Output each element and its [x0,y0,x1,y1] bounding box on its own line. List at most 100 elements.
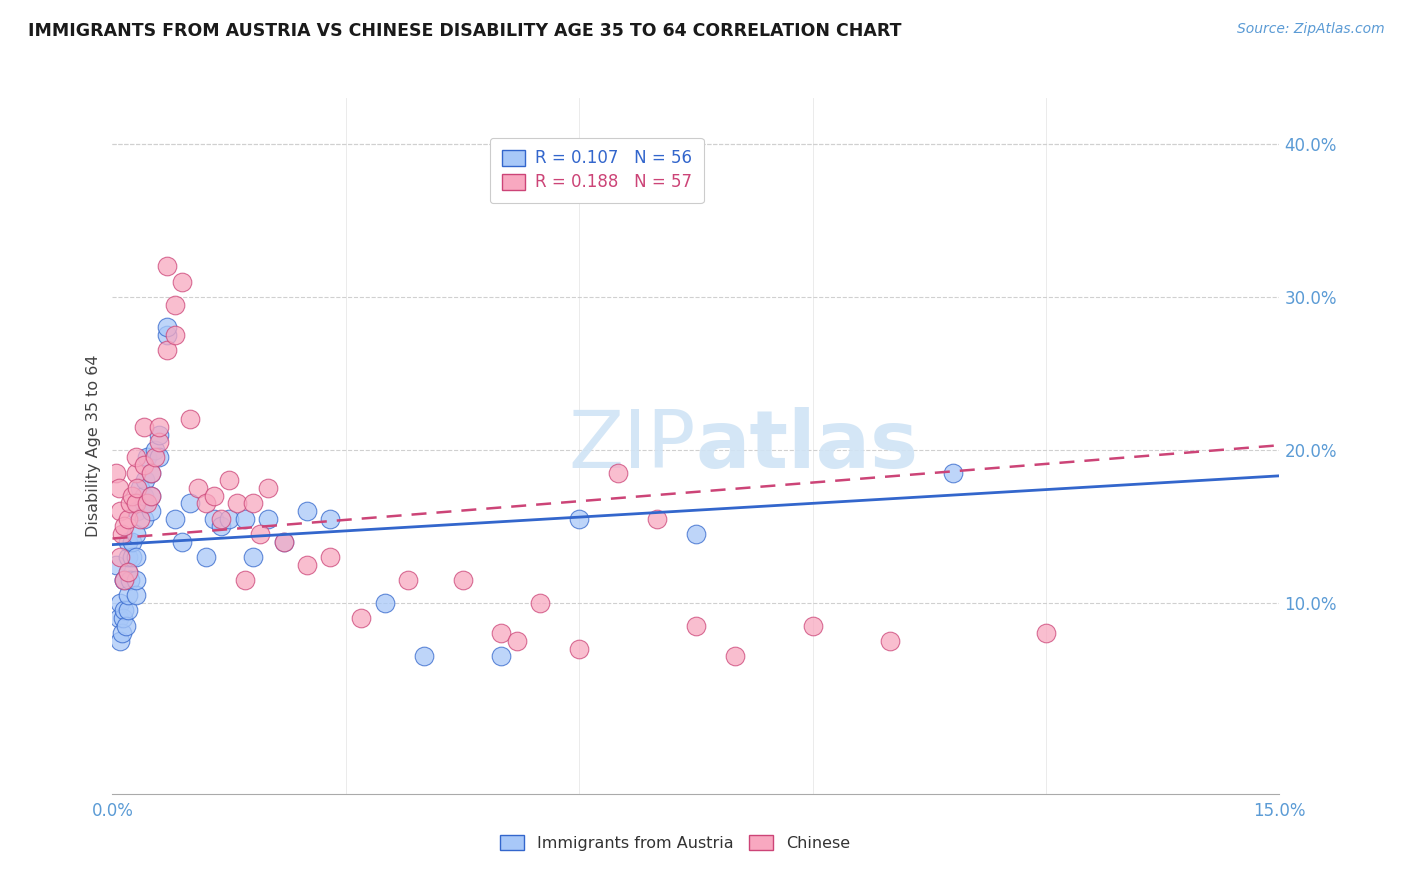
Point [568,641,591,656]
Point [117,534,139,549]
Point [685,618,707,632]
Point [319,511,342,525]
Point [194,496,217,510]
Point [117,565,139,579]
Point [179,412,201,426]
Point [141,504,163,518]
Point [374,596,396,610]
Point [132,511,155,525]
Point [141,489,163,503]
Point [117,549,139,564]
Point [143,442,166,457]
Point [879,634,901,648]
Point [118,573,141,587]
Point [242,549,264,564]
Point [942,466,965,480]
Point [724,649,747,664]
Text: atlas: atlas [696,407,920,485]
Point [125,549,148,564]
Point [105,558,128,572]
Point [118,496,141,510]
Point [112,573,135,587]
Point [132,489,155,503]
Legend: R = 0.107   N = 56, R = 0.188   N = 57: R = 0.107 N = 56, R = 0.188 N = 57 [489,137,703,202]
Point [163,511,186,525]
Point [202,489,225,503]
Point [209,519,232,533]
Point [125,466,148,480]
Point [132,458,155,472]
Point [295,558,318,572]
Point [194,549,217,564]
Point [148,420,170,434]
Point [136,450,159,465]
Point [172,534,194,549]
Point [249,527,271,541]
Point [107,481,129,495]
Point [141,466,163,480]
Point [105,466,128,480]
Text: Source: ZipAtlas.com: Source: ZipAtlas.com [1237,22,1385,37]
Legend: Immigrants from Austria, Chinese: Immigrants from Austria, Chinese [494,829,856,857]
Point [112,573,135,587]
Y-axis label: Disability Age 35 to 64: Disability Age 35 to 64 [86,355,101,537]
Point [568,511,591,525]
Point [242,496,264,510]
Point [141,489,163,503]
Point [607,466,630,480]
Point [273,534,295,549]
Point [295,504,318,518]
Point [127,481,149,495]
Point [491,649,513,664]
Point [117,603,139,617]
Point [257,511,280,525]
Point [645,511,668,525]
Point [273,534,295,549]
Point [163,328,186,343]
Point [121,549,143,564]
Point [319,549,342,564]
Point [111,611,134,625]
Point [218,474,240,488]
Point [233,511,256,525]
Point [143,450,166,465]
Point [117,588,139,602]
Point [110,634,132,648]
Point [529,596,551,610]
Point [163,297,186,311]
Point [125,527,148,541]
Point [125,588,148,602]
Point [121,534,143,549]
Point [132,420,155,434]
Point [115,618,138,632]
Point [685,527,707,541]
Point [121,489,143,503]
Point [172,275,194,289]
Point [110,504,132,518]
Point [125,573,148,587]
Point [801,618,824,632]
Point [257,481,280,495]
Point [132,496,155,510]
Point [156,343,179,358]
Point [125,496,148,510]
Point [156,260,179,274]
Point [107,611,129,625]
Point [110,549,132,564]
Point [226,496,249,510]
Point [451,573,474,587]
Point [156,320,179,334]
Point [125,450,148,465]
Point [134,474,156,488]
Point [350,611,373,625]
Point [128,511,150,525]
Point [148,450,170,465]
Point [148,435,170,450]
Point [127,504,149,518]
Point [1035,626,1057,640]
Point [506,634,529,648]
Text: ZIP: ZIP [568,407,696,485]
Point [202,511,225,525]
Point [187,481,209,495]
Point [148,427,170,442]
